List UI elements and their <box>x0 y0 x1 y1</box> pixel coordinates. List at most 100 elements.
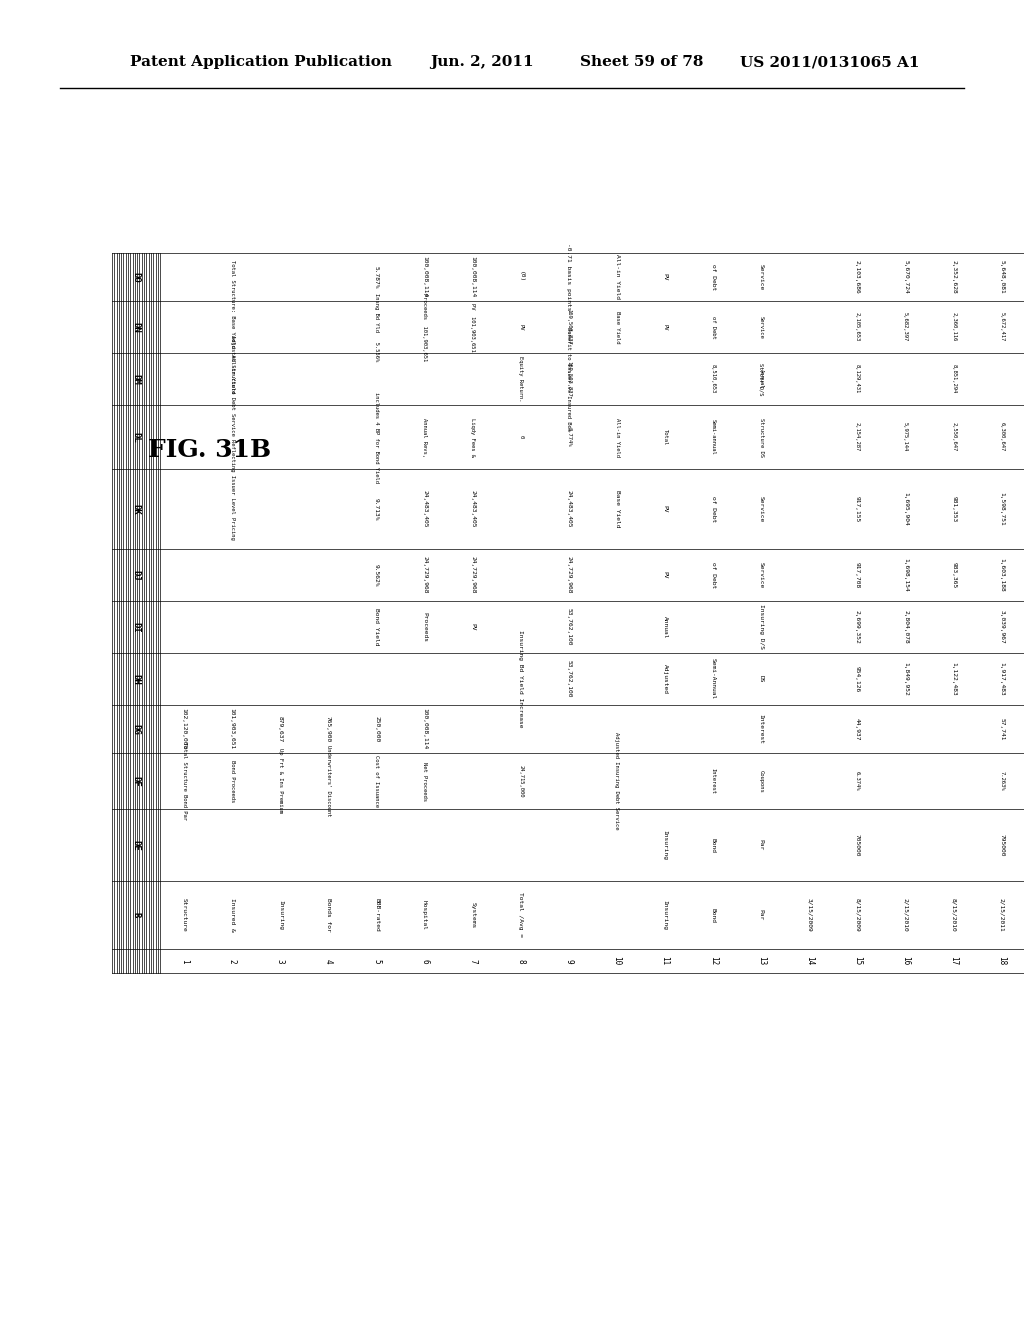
Text: 5,975,144: 5,975,144 <box>903 422 908 451</box>
Text: 2,550,647: 2,550,647 <box>951 422 956 451</box>
Text: (0): (0) <box>518 272 523 282</box>
Text: Sheet 59 of 78: Sheet 59 of 78 <box>580 55 703 69</box>
Text: Proceeds: Proceeds <box>422 612 427 642</box>
Text: Total /Avg =: Total /Avg = <box>518 892 523 937</box>
Text: 1,122,483: 1,122,483 <box>951 663 956 696</box>
Text: Bond Proceeds: Bond Proceeds <box>229 760 234 803</box>
Text: 44,937: 44,937 <box>855 718 860 741</box>
Text: Patent Application Publication: Patent Application Publication <box>130 55 392 69</box>
Text: Jun. 2, 2011: Jun. 2, 2011 <box>430 55 534 69</box>
Text: 1,849,952: 1,849,952 <box>903 663 908 696</box>
Text: Benefit to Issuer vs Insured Bds: Benefit to Issuer vs Insured Bds <box>566 327 571 432</box>
Text: Bond: Bond <box>711 908 716 923</box>
Text: 8,510,653: 8,510,653 <box>711 364 716 393</box>
Text: 3: 3 <box>275 958 285 964</box>
Text: of Debt: of Debt <box>711 496 716 523</box>
Text: 7: 7 <box>468 958 477 964</box>
Text: DM: DM <box>131 374 140 384</box>
Text: DS: DS <box>759 676 764 682</box>
Text: DE: DE <box>131 840 140 850</box>
Text: 2,352,628: 2,352,628 <box>951 260 956 294</box>
Text: 917,155: 917,155 <box>855 496 860 523</box>
Text: 53,762,100: 53,762,100 <box>566 609 571 645</box>
Text: 2: 2 <box>227 958 237 964</box>
Text: All-in Yield: All-in Yield <box>614 255 620 300</box>
Text: DL: DL <box>131 432 140 442</box>
Text: Coupons: Coupons <box>759 770 764 792</box>
Text: 2/15/2010: 2/15/2010 <box>903 898 908 932</box>
Text: Semi-Annual: Semi-Annual <box>711 659 716 700</box>
Text: of Debt: of Debt <box>711 315 716 338</box>
Text: DO: DO <box>131 272 140 282</box>
Text: Structure DS: Structure DS <box>759 417 764 457</box>
Text: Par: Par <box>759 840 764 850</box>
Text: 8/15/2010: 8/15/2010 <box>951 898 956 932</box>
Text: Equity Return.: Equity Return. <box>518 356 523 401</box>
Text: 2,103,686: 2,103,686 <box>855 260 860 294</box>
Text: Total Structure: Base Yield  All-in Yield: Total Structure: Base Yield All-in Yield <box>229 260 234 393</box>
Text: Adjusted: Adjusted <box>663 664 668 694</box>
Text: 3.774%: 3.774% <box>566 428 571 446</box>
Text: Insuring: Insuring <box>663 830 668 861</box>
Text: FIG. 31B: FIG. 31B <box>148 438 271 462</box>
Text: Interest: Interest <box>711 768 716 795</box>
Text: 169,503,837: 169,503,837 <box>566 309 571 345</box>
Text: 17: 17 <box>949 957 958 966</box>
Text: DN: DN <box>131 322 140 333</box>
Text: PV: PV <box>470 623 475 631</box>
Text: 3,039,967: 3,039,967 <box>999 610 1005 644</box>
Text: 2,804,078: 2,804,078 <box>903 610 908 644</box>
Text: of Debt: of Debt <box>711 264 716 290</box>
Text: US 2011/0131065 A1: US 2011/0131065 A1 <box>740 55 920 69</box>
Text: 981,353: 981,353 <box>951 496 956 523</box>
Text: of Debt: of Debt <box>711 562 716 589</box>
Text: Net Proceeds: Net Proceeds <box>422 762 427 800</box>
Text: -0.71 basis points: -0.71 basis points <box>566 243 571 310</box>
Text: Service: Service <box>759 264 764 290</box>
Text: 18: 18 <box>997 957 1007 966</box>
Text: 1,695,904: 1,695,904 <box>903 492 908 525</box>
Text: 5,682,397: 5,682,397 <box>903 313 908 342</box>
Text: 5.787%: 5.787% <box>374 265 379 288</box>
Text: Service: Service <box>759 496 764 523</box>
Text: 250,000: 250,000 <box>374 715 379 742</box>
Text: PV: PV <box>663 506 668 512</box>
Text: 9.713%: 9.713% <box>374 498 379 520</box>
Text: 100,008,114: 100,008,114 <box>422 709 427 750</box>
Text: 1,603,188: 1,603,188 <box>999 558 1005 591</box>
Text: 917,708: 917,708 <box>855 562 860 589</box>
Text: Semi-annual: Semi-annual <box>711 420 716 455</box>
Text: 100,008,114: 100,008,114 <box>470 256 475 297</box>
Text: Adjusted Structure Debt Service Reflecting Issuer Level Pricing: Adjusted Structure Debt Service Reflecti… <box>229 335 234 540</box>
Text: 5,672,417: 5,672,417 <box>999 313 1005 342</box>
Text: 10: 10 <box>612 957 622 966</box>
Text: 53,762,100: 53,762,100 <box>566 660 571 698</box>
Text: 57,741: 57,741 <box>999 718 1005 741</box>
Text: Bond: Bond <box>711 837 716 853</box>
Text: 102,120,000: 102,120,000 <box>181 709 186 750</box>
Text: Annual: Annual <box>663 615 668 639</box>
Text: Adjusted Insuring Debt Service: Adjusted Insuring Debt Service <box>614 733 620 830</box>
Text: Liqdy Fees &: Liqdy Fees & <box>470 417 475 457</box>
Text: 2/15/2011: 2/15/2011 <box>999 898 1005 932</box>
Text: Interest: Interest <box>759 714 764 744</box>
Text: Underwriters' Discount: Underwriters' Discount <box>326 746 331 817</box>
Text: 101,903,651: 101,903,651 <box>229 709 234 750</box>
Text: 795000: 795000 <box>999 834 1005 857</box>
Text: 11: 11 <box>660 957 670 966</box>
Text: 2,105,653: 2,105,653 <box>855 313 860 342</box>
Text: 24,729,968: 24,729,968 <box>470 556 475 594</box>
Text: Hospital: Hospital <box>422 900 427 931</box>
Text: 16: 16 <box>901 957 910 966</box>
Text: Par: Par <box>759 909 764 920</box>
Text: 24,729,968: 24,729,968 <box>422 556 427 594</box>
Text: Structure: Structure <box>181 898 186 932</box>
Text: 879,637: 879,637 <box>278 715 283 742</box>
Text: 1: 1 <box>179 958 188 964</box>
Text: Annual: Annual <box>759 370 764 389</box>
Text: 12: 12 <box>709 957 718 966</box>
Text: 100,008,114: 100,008,114 <box>422 256 427 297</box>
Text: Proceeds  101,903,651: Proceeds 101,903,651 <box>422 293 427 362</box>
Text: 24,715,000: 24,715,000 <box>518 764 523 797</box>
Text: Service: Service <box>759 315 764 338</box>
